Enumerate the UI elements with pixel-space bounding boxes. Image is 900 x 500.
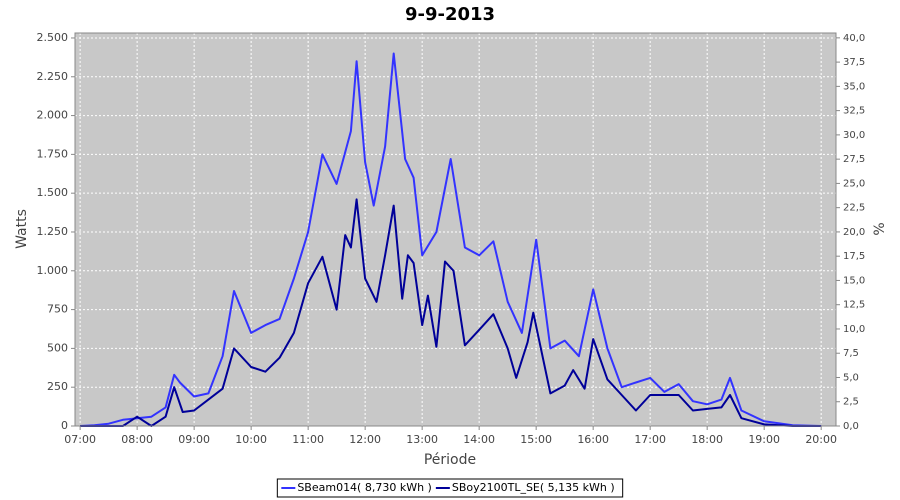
y2-tick-label: 10,0 (843, 324, 865, 335)
x-tick-label: 15:00 (520, 433, 552, 446)
lines (80, 52, 822, 427)
chart-title: 9-9-2013 (405, 4, 495, 25)
x-tick-label: 07:00 (64, 433, 96, 446)
x-tick-label: 13:00 (406, 433, 438, 446)
y-tick-label: 0 (61, 419, 68, 432)
x-tick-label: 08:00 (121, 433, 153, 446)
y2-tick-label: 12,5 (843, 300, 865, 311)
series-line (80, 52, 822, 427)
y2-tick-label: 25,0 (843, 178, 865, 189)
y2-tick-label: 40,0 (843, 33, 865, 44)
y-tick-label: 2.500 (37, 31, 69, 44)
y2-tick-label: 0,0 (843, 421, 859, 432)
y-tick-label: 500 (47, 341, 68, 354)
y2-tick-label: 37,5 (843, 57, 865, 68)
y2-tick-label: 30,0 (843, 130, 865, 141)
y2-axis-label: % (872, 222, 888, 235)
y2-tick-label: 27,5 (843, 154, 865, 165)
x-tick-label: 19:00 (748, 433, 780, 446)
y-tick-label: 250 (47, 380, 68, 393)
y-tick-label: 1.250 (37, 225, 69, 238)
y2-tick-label: 5,0 (843, 372, 859, 383)
legend: SBeam014( 8,730 kWh ) SBoy2100TL_SE( 5,13… (276, 478, 624, 498)
grid (75, 33, 836, 427)
y-tick-label: 2.000 (37, 109, 69, 122)
x-tick-label: 17:00 (634, 433, 666, 446)
y-tick-label: 1.750 (37, 147, 69, 160)
x-tick-label: 10:00 (235, 433, 267, 446)
x-tick-label: 11:00 (292, 433, 324, 446)
x-tick-label: 18:00 (691, 433, 723, 446)
x-tick-label: 14:00 (463, 433, 495, 446)
plot-border (74, 32, 837, 427)
y2-tick-label: 32,5 (843, 106, 865, 117)
y-axis-label: Watts (14, 209, 30, 249)
y2-tick-label: 22,5 (843, 203, 865, 214)
y2-tick-label: 35,0 (843, 81, 865, 92)
x-tick-label: 16:00 (577, 433, 609, 446)
y2-tick-label: 2,5 (843, 397, 859, 408)
y-tick-label: 1.000 (37, 264, 69, 277)
x-tick-label: 20:00 (805, 433, 837, 446)
x-tick-label: 12:00 (349, 433, 381, 446)
legend-box (276, 478, 624, 498)
y2-tick-label: 7,5 (843, 348, 859, 359)
y-tick-label: 750 (47, 303, 68, 316)
y2-tick-label: 17,5 (843, 251, 865, 262)
x-axis-label: Période (424, 452, 476, 468)
plot-area (75, 33, 836, 426)
x-tick-label: 09:00 (178, 433, 210, 446)
y-tick-label: 1.500 (37, 186, 69, 199)
legend-label: SBeam014( 8,730 kWh ) (297, 481, 432, 494)
y2-tick-label: 15,0 (843, 275, 865, 286)
series-line (80, 198, 822, 427)
y2-tick-label: 20,0 (843, 227, 865, 238)
y-tick-label: 2.250 (37, 70, 69, 83)
legend-label: SBoy2100TL_SE( 5,135 kWh ) (452, 481, 615, 494)
